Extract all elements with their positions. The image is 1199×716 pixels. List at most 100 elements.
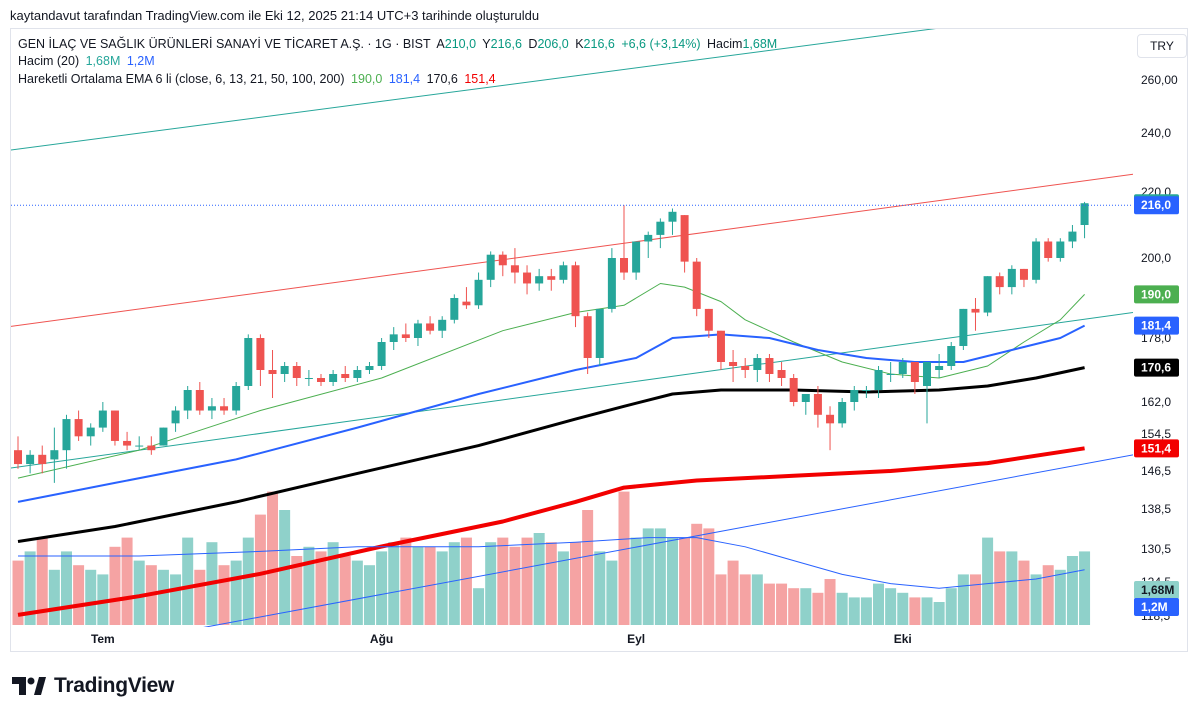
candle-body xyxy=(583,316,592,358)
candle-body xyxy=(450,298,459,320)
candle-body xyxy=(1056,241,1065,258)
volume-bar xyxy=(267,491,279,625)
candle-body xyxy=(426,323,435,331)
volume-bar xyxy=(73,565,85,625)
candle-body xyxy=(498,254,507,266)
candle-body xyxy=(14,450,22,465)
price-axis-tick: 130,5 xyxy=(1141,542,1171,556)
volume-bar xyxy=(969,574,981,625)
price-label-box xyxy=(1134,285,1179,304)
candle-body xyxy=(232,386,241,411)
volume-bar xyxy=(424,546,436,625)
volume-bar xyxy=(909,597,921,625)
candle-body xyxy=(910,362,919,382)
volume-bar xyxy=(1006,551,1018,625)
candle-body xyxy=(207,406,216,411)
candle-body xyxy=(110,410,119,441)
close-value: 216,6 xyxy=(583,37,615,51)
volume-bar xyxy=(315,551,327,625)
candle-body xyxy=(898,362,907,374)
volume-bar xyxy=(242,537,254,625)
price-label-box xyxy=(1134,196,1179,215)
candle-body xyxy=(62,419,71,451)
price-label: 151,4 xyxy=(1141,441,1171,455)
volume-ma-value-2: 1,2M xyxy=(126,54,155,68)
volume-bar xyxy=(885,588,897,625)
volume-bar xyxy=(630,537,642,625)
candle-body xyxy=(547,276,556,280)
candle-body xyxy=(486,254,495,280)
volume-bar xyxy=(982,537,994,625)
volume-bar xyxy=(218,565,230,625)
candle-body xyxy=(923,362,931,386)
volume-bar xyxy=(1030,574,1042,625)
trend-blue-lower xyxy=(203,454,1133,627)
ema-value-4: 151,4 xyxy=(464,72,496,86)
brand-logo: TradingView xyxy=(12,672,174,700)
candle-body xyxy=(644,234,653,242)
candle-body xyxy=(571,265,580,317)
volume-bar xyxy=(157,569,169,625)
trend-teal-upper xyxy=(11,29,936,151)
volume-bar xyxy=(303,546,315,625)
volume-bar xyxy=(703,528,715,625)
volume-bar xyxy=(388,542,400,625)
high-label: Y xyxy=(482,37,491,51)
low-label: D xyxy=(528,37,538,51)
open-label: A xyxy=(436,37,445,51)
volume-bar xyxy=(97,574,109,625)
volume-bar xyxy=(715,574,727,625)
candle-body xyxy=(983,276,992,313)
symbol-legend: GEN İLAÇ VE SAĞLIK ÜRÜNLERİ SANAYİ VE Tİ… xyxy=(18,37,780,51)
candle-body xyxy=(535,276,544,284)
volume-label-box xyxy=(1134,581,1179,599)
volume-ma-name: Hacim (20) xyxy=(18,54,80,68)
candle-body xyxy=(838,402,847,424)
open-value: 210,0 xyxy=(444,37,477,51)
volume-bar xyxy=(1054,569,1066,625)
volume-bar xyxy=(788,588,800,625)
volume-ma-line xyxy=(18,537,1085,589)
candle-body xyxy=(1080,203,1089,225)
volume-bar xyxy=(363,565,375,625)
volume-ma-value-1: 1,68M xyxy=(85,54,121,68)
candle-body xyxy=(135,445,144,447)
candle-body xyxy=(607,258,616,309)
price-label-box xyxy=(1134,316,1179,335)
volume-value: 1,68M xyxy=(742,37,778,51)
price-label: 170,6 xyxy=(1141,361,1171,375)
volume-bar xyxy=(182,537,194,625)
volume-bar xyxy=(1042,565,1054,625)
volume-bar xyxy=(824,579,836,625)
volume-bar xyxy=(509,546,521,625)
volume-bar xyxy=(836,592,848,625)
candle-body xyxy=(874,370,883,390)
volume-bar xyxy=(848,597,860,625)
candle-body xyxy=(438,319,447,331)
ema-black xyxy=(17,366,1085,543)
ema-value-3: 170,6 xyxy=(426,72,458,86)
volume-bar xyxy=(24,551,36,625)
volume-bar xyxy=(36,537,48,625)
candle-body xyxy=(280,366,289,374)
volume-bar xyxy=(957,574,969,625)
price-label-box xyxy=(1134,439,1179,458)
volume-bar xyxy=(230,560,242,625)
candle-body xyxy=(86,427,95,437)
candle-body xyxy=(692,261,701,309)
volume-bar xyxy=(545,542,557,625)
price-axis-tick: 138,5 xyxy=(1141,502,1171,516)
volume-bar xyxy=(727,560,739,625)
candle-body xyxy=(1007,268,1016,288)
candle-body xyxy=(789,378,798,402)
currency-selector[interactable]: TRY xyxy=(1137,34,1187,58)
candle-body xyxy=(74,419,83,437)
volume-bar xyxy=(776,583,788,625)
candle-body xyxy=(474,279,483,306)
candle-body xyxy=(559,265,568,280)
x-axis-label: Tem xyxy=(91,632,115,646)
volume-bar xyxy=(327,542,339,625)
volume-bar xyxy=(594,551,606,625)
candle-body xyxy=(329,374,338,382)
